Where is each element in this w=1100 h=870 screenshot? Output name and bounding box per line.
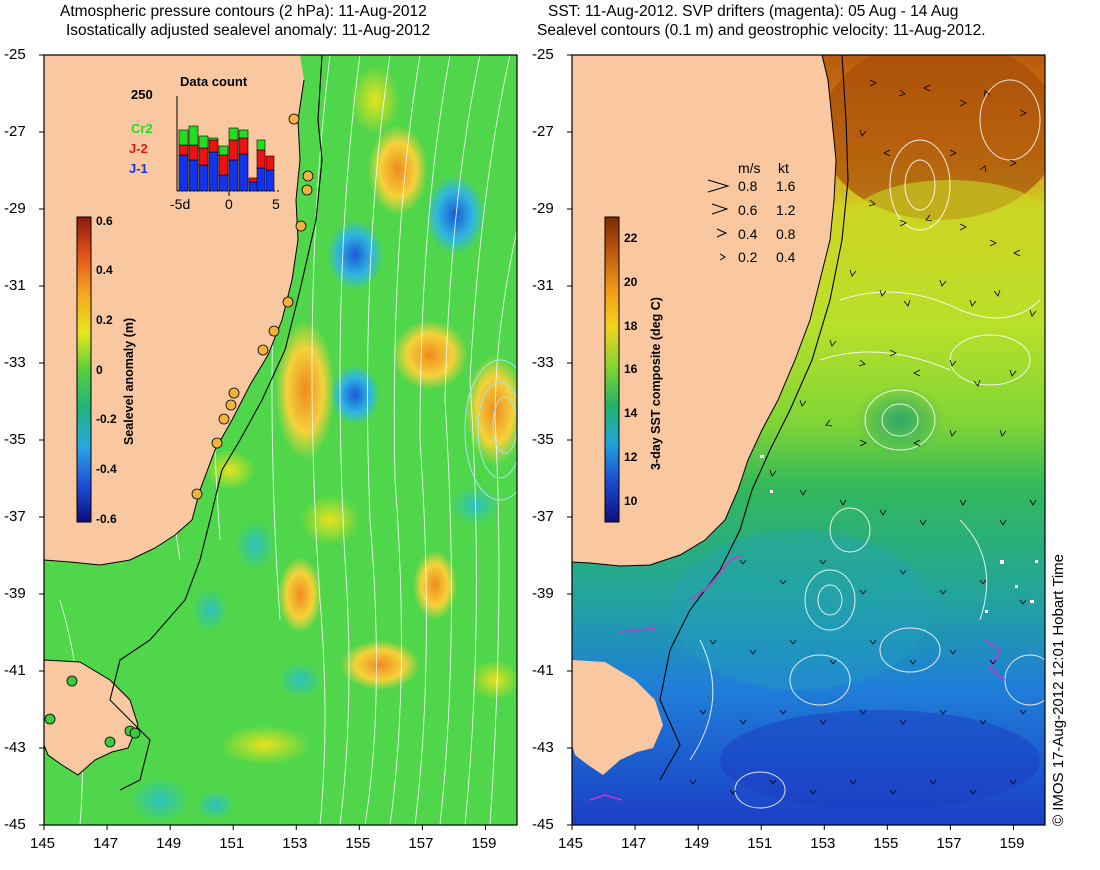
right-cb-tick: 16 [624,362,638,376]
lat-tick-label: -41 [4,662,26,679]
lon-tick-label: 151 [219,835,245,852]
lon-tick-label: 159 [471,835,497,852]
inset-xtick-2: 5 [272,196,280,212]
left-cb-tick: 0.2 [96,313,113,327]
lat-tick-label: -43 [532,739,554,756]
right-cb-tick: 18 [624,319,638,333]
lon-tick-label: 149 [156,835,182,852]
speed-ms: 0.2 [738,249,758,265]
legend-j2: J-2 [129,141,148,156]
lat-tick-label: -39 [532,585,554,602]
speed-kt: 0.8 [776,226,796,242]
lat-tick-label: -31 [4,277,26,294]
lon-tick-label: 151 [747,835,773,852]
data-count-inset [176,96,279,196]
sealevel-colorbar [76,216,92,523]
svp-drifter-tracks [589,554,1006,801]
lat-tick-label: -31 [532,277,554,294]
geostrophic-velocity-arrows [689,79,1037,795]
left-cb-tick: 0.6 [96,214,113,228]
right-cb-tick: 22 [624,231,638,245]
inset-xtick-1: 0 [225,196,233,212]
right-map [572,55,1045,825]
lat-tick-label: -29 [532,200,554,217]
tide-gauge-markers [191,113,314,500]
speed-header-ms: m/s [738,160,761,176]
right-colorbar-label: 3-day SST composite (deg C) [649,297,663,470]
speed-ms: 0.6 [738,202,758,218]
lon-tick-label: 155 [873,835,899,852]
inset-title: Data count [180,74,248,89]
lat-tick-label: -43 [4,739,26,756]
lon-tick-label: 157 [936,835,962,852]
lon-tick-label: 159 [999,835,1025,852]
left-title-line1: Atmospheric pressure contours (2 hPa): 1… [60,3,427,20]
lat-tick-label: -25 [4,46,26,63]
right-cb-tick: 14 [624,406,638,420]
lat-tick-label: -39 [4,585,26,602]
right-cb-tick: 10 [624,494,638,508]
left-cb-tick: 0 [96,363,103,377]
left-colorbar-label: Sealevel anomaly (m) [122,317,136,445]
lon-tick-label: 147 [621,835,647,852]
inset-xtick-0: -5d [170,196,191,212]
lat-tick-label: -33 [4,354,26,371]
cloud-gaps [760,455,1038,613]
legend-j1: J-1 [129,161,148,176]
lon-tick-label: 153 [282,835,308,852]
lat-tick-label: -37 [4,508,26,525]
left-map [44,55,517,825]
right-title-line2: Sealevel contours (0.1 m) and geostrophi… [537,22,986,39]
lat-tick-label: -45 [4,816,26,833]
lat-tick-label: -35 [532,431,554,448]
left-title-line2: Isostatically adjusted sealevel anomaly:… [66,22,431,39]
speed-kt: 0.4 [776,249,796,265]
legend-cr2: Cr2 [131,121,153,136]
lat-tick-label: -41 [532,662,554,679]
lon-tick-label: 145 [558,835,584,852]
inset-ymax: 250 [131,87,153,102]
speed-header-kt: kt [778,160,789,176]
right-title-line1: SST: 11-Aug-2012. SVP drifters (magenta)… [548,3,959,20]
right-cb-tick: 20 [624,275,638,289]
lat-tick-label: -37 [532,508,554,525]
lat-tick-label: -33 [532,354,554,371]
lon-tick-label: 145 [30,835,56,852]
lon-tick-label: 153 [810,835,836,852]
sst-colorbar [604,216,620,523]
speed-kt: 1.6 [776,178,796,194]
lat-tick-label: -35 [4,431,26,448]
lat-tick-label: -27 [4,123,26,140]
lat-tick-label: -25 [532,46,554,63]
credit-text: © IMOS 17-Aug-2012 12:01 Hobart Time [1050,553,1067,826]
lon-tick-label: 147 [93,835,119,852]
left-cb-tick: 0.4 [96,263,113,277]
lon-tick-label: 149 [684,835,710,852]
speed-ms: 0.8 [738,178,758,194]
lon-tick-label: 155 [345,835,371,852]
left-cb-tick: -0.4 [96,462,117,476]
right-cb-tick: 12 [624,450,638,464]
lon-tick-label: 157 [408,835,434,852]
lat-tick-label: -29 [4,200,26,217]
speed-legend-arrows [707,179,730,261]
left-cb-tick: -0.6 [96,512,117,526]
lat-tick-label: -45 [532,816,554,833]
lat-tick-label: -27 [532,123,554,140]
speed-kt: 1.2 [776,202,796,218]
left-cb-tick: -0.2 [96,412,117,426]
speed-ms: 0.4 [738,226,758,242]
